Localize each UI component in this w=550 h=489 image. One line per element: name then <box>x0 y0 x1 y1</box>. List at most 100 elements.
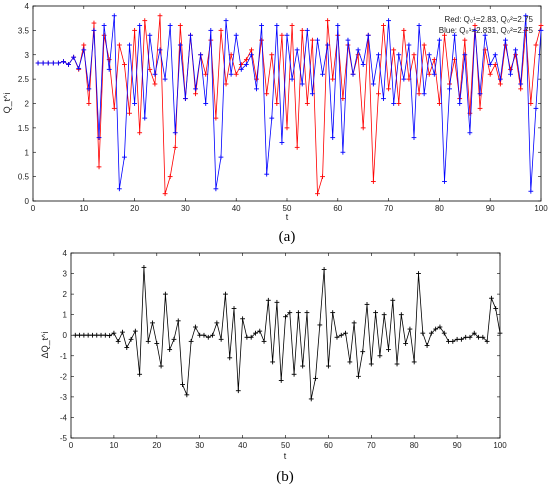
x-tick-label: 100 <box>493 441 507 450</box>
data-point <box>167 23 173 28</box>
data-point <box>472 23 478 28</box>
y-axis-label-a: Q_t^i <box>2 93 12 114</box>
data-point <box>107 333 113 339</box>
data-point <box>50 60 56 66</box>
data-point <box>274 299 280 305</box>
data-point <box>463 334 469 340</box>
data-point <box>416 271 421 276</box>
data-point <box>240 316 245 322</box>
data-point <box>330 135 336 141</box>
data-point <box>528 188 534 194</box>
data-point <box>115 338 121 344</box>
data-point <box>111 13 117 19</box>
data-point <box>462 52 468 58</box>
data-point <box>91 27 97 33</box>
y-tick-label: -5 <box>60 434 68 443</box>
x-axis-label-b: t <box>284 451 287 461</box>
data-point <box>335 23 341 28</box>
data-point <box>441 330 447 336</box>
data-point <box>231 306 237 311</box>
data-point <box>98 332 104 338</box>
data-point <box>355 47 361 53</box>
series-a <box>35 13 544 197</box>
y-tick-label: 2 <box>25 100 30 109</box>
data-point <box>294 47 300 53</box>
data-point <box>214 320 220 326</box>
ticks-a: 0 10 20 30 40 50 60 70 80 90 100 0 0.5 1 1.5 2 2.5 3 3.5 4 <box>18 2 548 213</box>
data-point <box>452 32 458 38</box>
data-point <box>72 332 78 338</box>
data-point <box>40 60 46 66</box>
data-point <box>284 32 290 38</box>
data-point <box>201 332 207 338</box>
y-tick-label: 0.5 <box>18 173 30 182</box>
data-point <box>533 105 539 111</box>
data-point <box>330 310 336 316</box>
data-point <box>437 37 442 43</box>
data-point <box>310 37 315 43</box>
data-point <box>497 76 503 82</box>
data-point <box>116 42 122 48</box>
data-point <box>299 81 305 87</box>
data-point <box>265 297 271 303</box>
data-point <box>308 396 314 402</box>
data-point <box>476 334 481 340</box>
data-point <box>274 23 280 28</box>
data-point <box>132 101 137 106</box>
x-tick-label: 70 <box>367 441 376 450</box>
data-point <box>122 62 127 67</box>
x-tick-label: 20 <box>152 441 161 450</box>
data-point <box>223 291 228 297</box>
data-point <box>300 363 306 369</box>
data-point <box>437 324 443 330</box>
data-point <box>343 330 348 336</box>
x-tick-label: 90 <box>486 204 495 213</box>
data-point <box>218 336 224 342</box>
data-point <box>416 91 422 97</box>
data-point <box>508 66 513 72</box>
x-tick-label: 10 <box>109 441 118 450</box>
x-tick-label: 30 <box>181 204 190 213</box>
data-point <box>528 101 534 106</box>
data-point <box>218 27 224 33</box>
data-point <box>315 191 320 197</box>
data-point <box>269 115 275 121</box>
data-point <box>264 171 270 177</box>
data-point <box>295 310 301 316</box>
data-point <box>446 338 451 344</box>
data-point <box>227 355 233 361</box>
data-point <box>442 32 447 38</box>
data-point <box>421 42 427 48</box>
x-tick-label: 80 <box>410 441 419 450</box>
data-point <box>299 27 305 33</box>
data-point <box>523 13 529 19</box>
data-point <box>320 174 325 180</box>
data-point <box>421 91 427 97</box>
data-point <box>381 96 386 102</box>
data-point <box>197 332 203 338</box>
data-point <box>458 336 464 342</box>
data-point <box>183 96 188 102</box>
data-point <box>407 326 413 332</box>
data-point <box>503 37 508 43</box>
data-point <box>356 373 361 379</box>
data-point <box>35 60 41 66</box>
data-point <box>480 334 486 340</box>
data-point <box>437 101 442 106</box>
data-point <box>279 32 285 38</box>
legend-a: Red: Q₀¹=2.83, Q₀²=2.75 Blue: Q₀¹=2.831,… <box>439 15 534 35</box>
data-point <box>167 174 173 180</box>
x-axis-label-a: t <box>286 212 289 222</box>
x-tick-label: 100 <box>534 204 548 213</box>
x-tick-label: 40 <box>232 204 241 213</box>
data-point <box>396 52 402 58</box>
series-line-0 <box>38 15 542 194</box>
data-point <box>420 330 426 336</box>
data-point <box>238 62 244 67</box>
data-point <box>259 23 264 28</box>
chart-panel-a: 0 10 20 30 40 50 60 70 80 90 10000.511.522.533.54 … <box>2 2 548 245</box>
data-point <box>431 71 437 77</box>
data-point <box>162 291 168 297</box>
x-tick-label: 0 <box>31 204 36 213</box>
